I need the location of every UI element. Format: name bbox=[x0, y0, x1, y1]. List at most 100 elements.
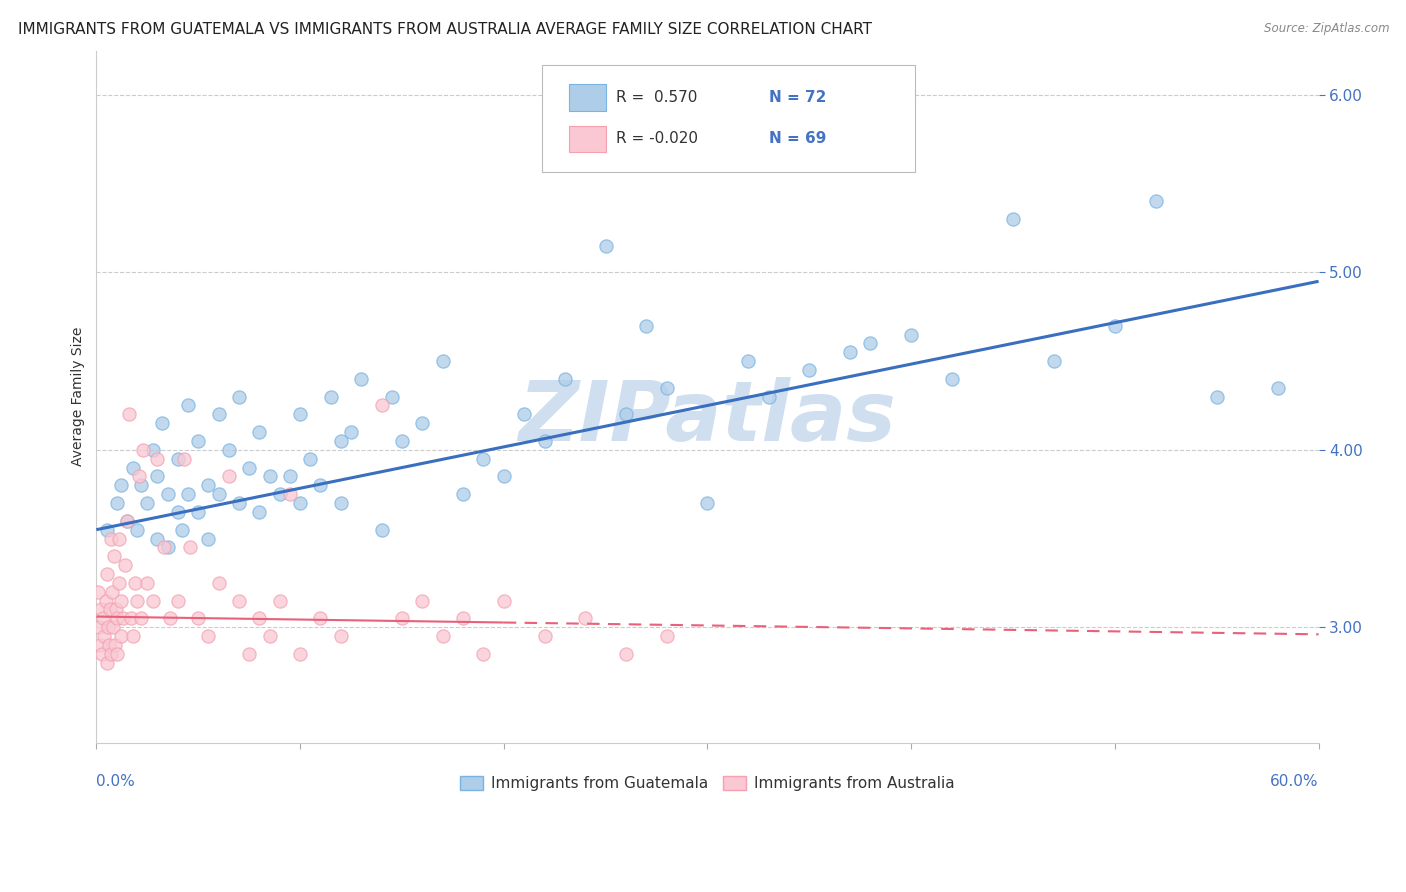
Point bbox=[136, 496, 159, 510]
Point bbox=[859, 336, 882, 351]
Point bbox=[247, 611, 270, 625]
Text: 60.0%: 60.0% bbox=[1270, 773, 1319, 789]
Point bbox=[98, 602, 121, 616]
Point bbox=[472, 647, 495, 661]
Point bbox=[595, 239, 617, 253]
Point bbox=[110, 593, 132, 607]
Point bbox=[218, 442, 240, 457]
Point bbox=[288, 496, 311, 510]
Point bbox=[228, 496, 250, 510]
Point bbox=[127, 523, 149, 537]
Text: Source: ZipAtlas.com: Source: ZipAtlas.com bbox=[1264, 22, 1389, 36]
Point bbox=[492, 469, 515, 483]
Point bbox=[91, 647, 114, 661]
Point bbox=[159, 611, 181, 625]
Point bbox=[156, 541, 179, 555]
Point bbox=[636, 318, 658, 333]
Point bbox=[391, 434, 413, 448]
Point bbox=[100, 647, 122, 661]
Point bbox=[128, 469, 150, 483]
Point bbox=[104, 638, 127, 652]
Point bbox=[207, 575, 229, 590]
Point bbox=[173, 451, 195, 466]
Point bbox=[574, 611, 596, 625]
Point bbox=[110, 629, 132, 643]
Point bbox=[309, 478, 332, 492]
Point bbox=[218, 469, 240, 483]
Point bbox=[554, 372, 576, 386]
Point bbox=[350, 372, 373, 386]
Point bbox=[97, 638, 120, 652]
Point bbox=[370, 523, 392, 537]
Point bbox=[228, 390, 250, 404]
Point bbox=[696, 496, 718, 510]
Point bbox=[187, 611, 209, 625]
Point bbox=[259, 469, 281, 483]
Point bbox=[259, 629, 281, 643]
Text: IMMIGRANTS FROM GUATEMALA VS IMMIGRANTS FROM AUSTRALIA AVERAGE FAMILY SIZE CORRE: IMMIGRANTS FROM GUATEMALA VS IMMIGRANTS … bbox=[18, 22, 872, 37]
Point bbox=[170, 523, 193, 537]
Point bbox=[432, 354, 454, 368]
Point bbox=[799, 363, 821, 377]
Point bbox=[411, 416, 433, 430]
Y-axis label: Average Family Size: Average Family Size bbox=[72, 327, 86, 467]
Point bbox=[655, 629, 678, 643]
Point bbox=[120, 611, 142, 625]
Point bbox=[146, 451, 169, 466]
Point bbox=[127, 593, 149, 607]
Point bbox=[93, 611, 115, 625]
Point bbox=[105, 647, 128, 661]
Point bbox=[96, 656, 118, 670]
Point bbox=[96, 567, 118, 582]
FancyBboxPatch shape bbox=[569, 126, 606, 152]
Point bbox=[197, 629, 219, 643]
Point bbox=[207, 408, 229, 422]
Point bbox=[100, 584, 122, 599]
Point bbox=[319, 390, 342, 404]
Point bbox=[110, 478, 132, 492]
Point bbox=[115, 514, 138, 528]
Point bbox=[533, 434, 555, 448]
Point bbox=[278, 487, 301, 501]
Point bbox=[269, 487, 291, 501]
Point bbox=[89, 638, 111, 652]
Point bbox=[87, 584, 110, 599]
Point bbox=[100, 532, 122, 546]
Point bbox=[101, 620, 124, 634]
Point bbox=[492, 593, 515, 607]
Point bbox=[207, 487, 229, 501]
Point bbox=[142, 442, 165, 457]
Point bbox=[122, 460, 145, 475]
Point bbox=[94, 593, 117, 607]
Point bbox=[93, 629, 115, 643]
Point bbox=[105, 496, 128, 510]
FancyBboxPatch shape bbox=[543, 64, 915, 172]
Point bbox=[247, 505, 270, 519]
Point bbox=[278, 469, 301, 483]
Point bbox=[122, 629, 145, 643]
Point bbox=[533, 629, 555, 643]
Point bbox=[103, 549, 125, 564]
Point bbox=[104, 602, 127, 616]
Point bbox=[136, 575, 159, 590]
Point bbox=[114, 558, 136, 573]
Point bbox=[177, 399, 200, 413]
Point bbox=[89, 620, 111, 634]
Point bbox=[197, 478, 219, 492]
Point bbox=[228, 593, 250, 607]
Text: N = 72: N = 72 bbox=[769, 90, 825, 105]
Text: ZIPatlas: ZIPatlas bbox=[519, 376, 897, 458]
Point bbox=[1002, 212, 1025, 227]
Point bbox=[299, 451, 322, 466]
Text: R =  0.570: R = 0.570 bbox=[616, 90, 697, 105]
Point bbox=[197, 532, 219, 546]
Point bbox=[118, 408, 141, 422]
Point bbox=[381, 390, 404, 404]
Point bbox=[1144, 194, 1167, 209]
Point bbox=[411, 593, 433, 607]
Point bbox=[152, 541, 174, 555]
Point bbox=[150, 416, 173, 430]
Point bbox=[90, 602, 112, 616]
Point bbox=[1267, 381, 1289, 395]
Point bbox=[132, 442, 155, 457]
